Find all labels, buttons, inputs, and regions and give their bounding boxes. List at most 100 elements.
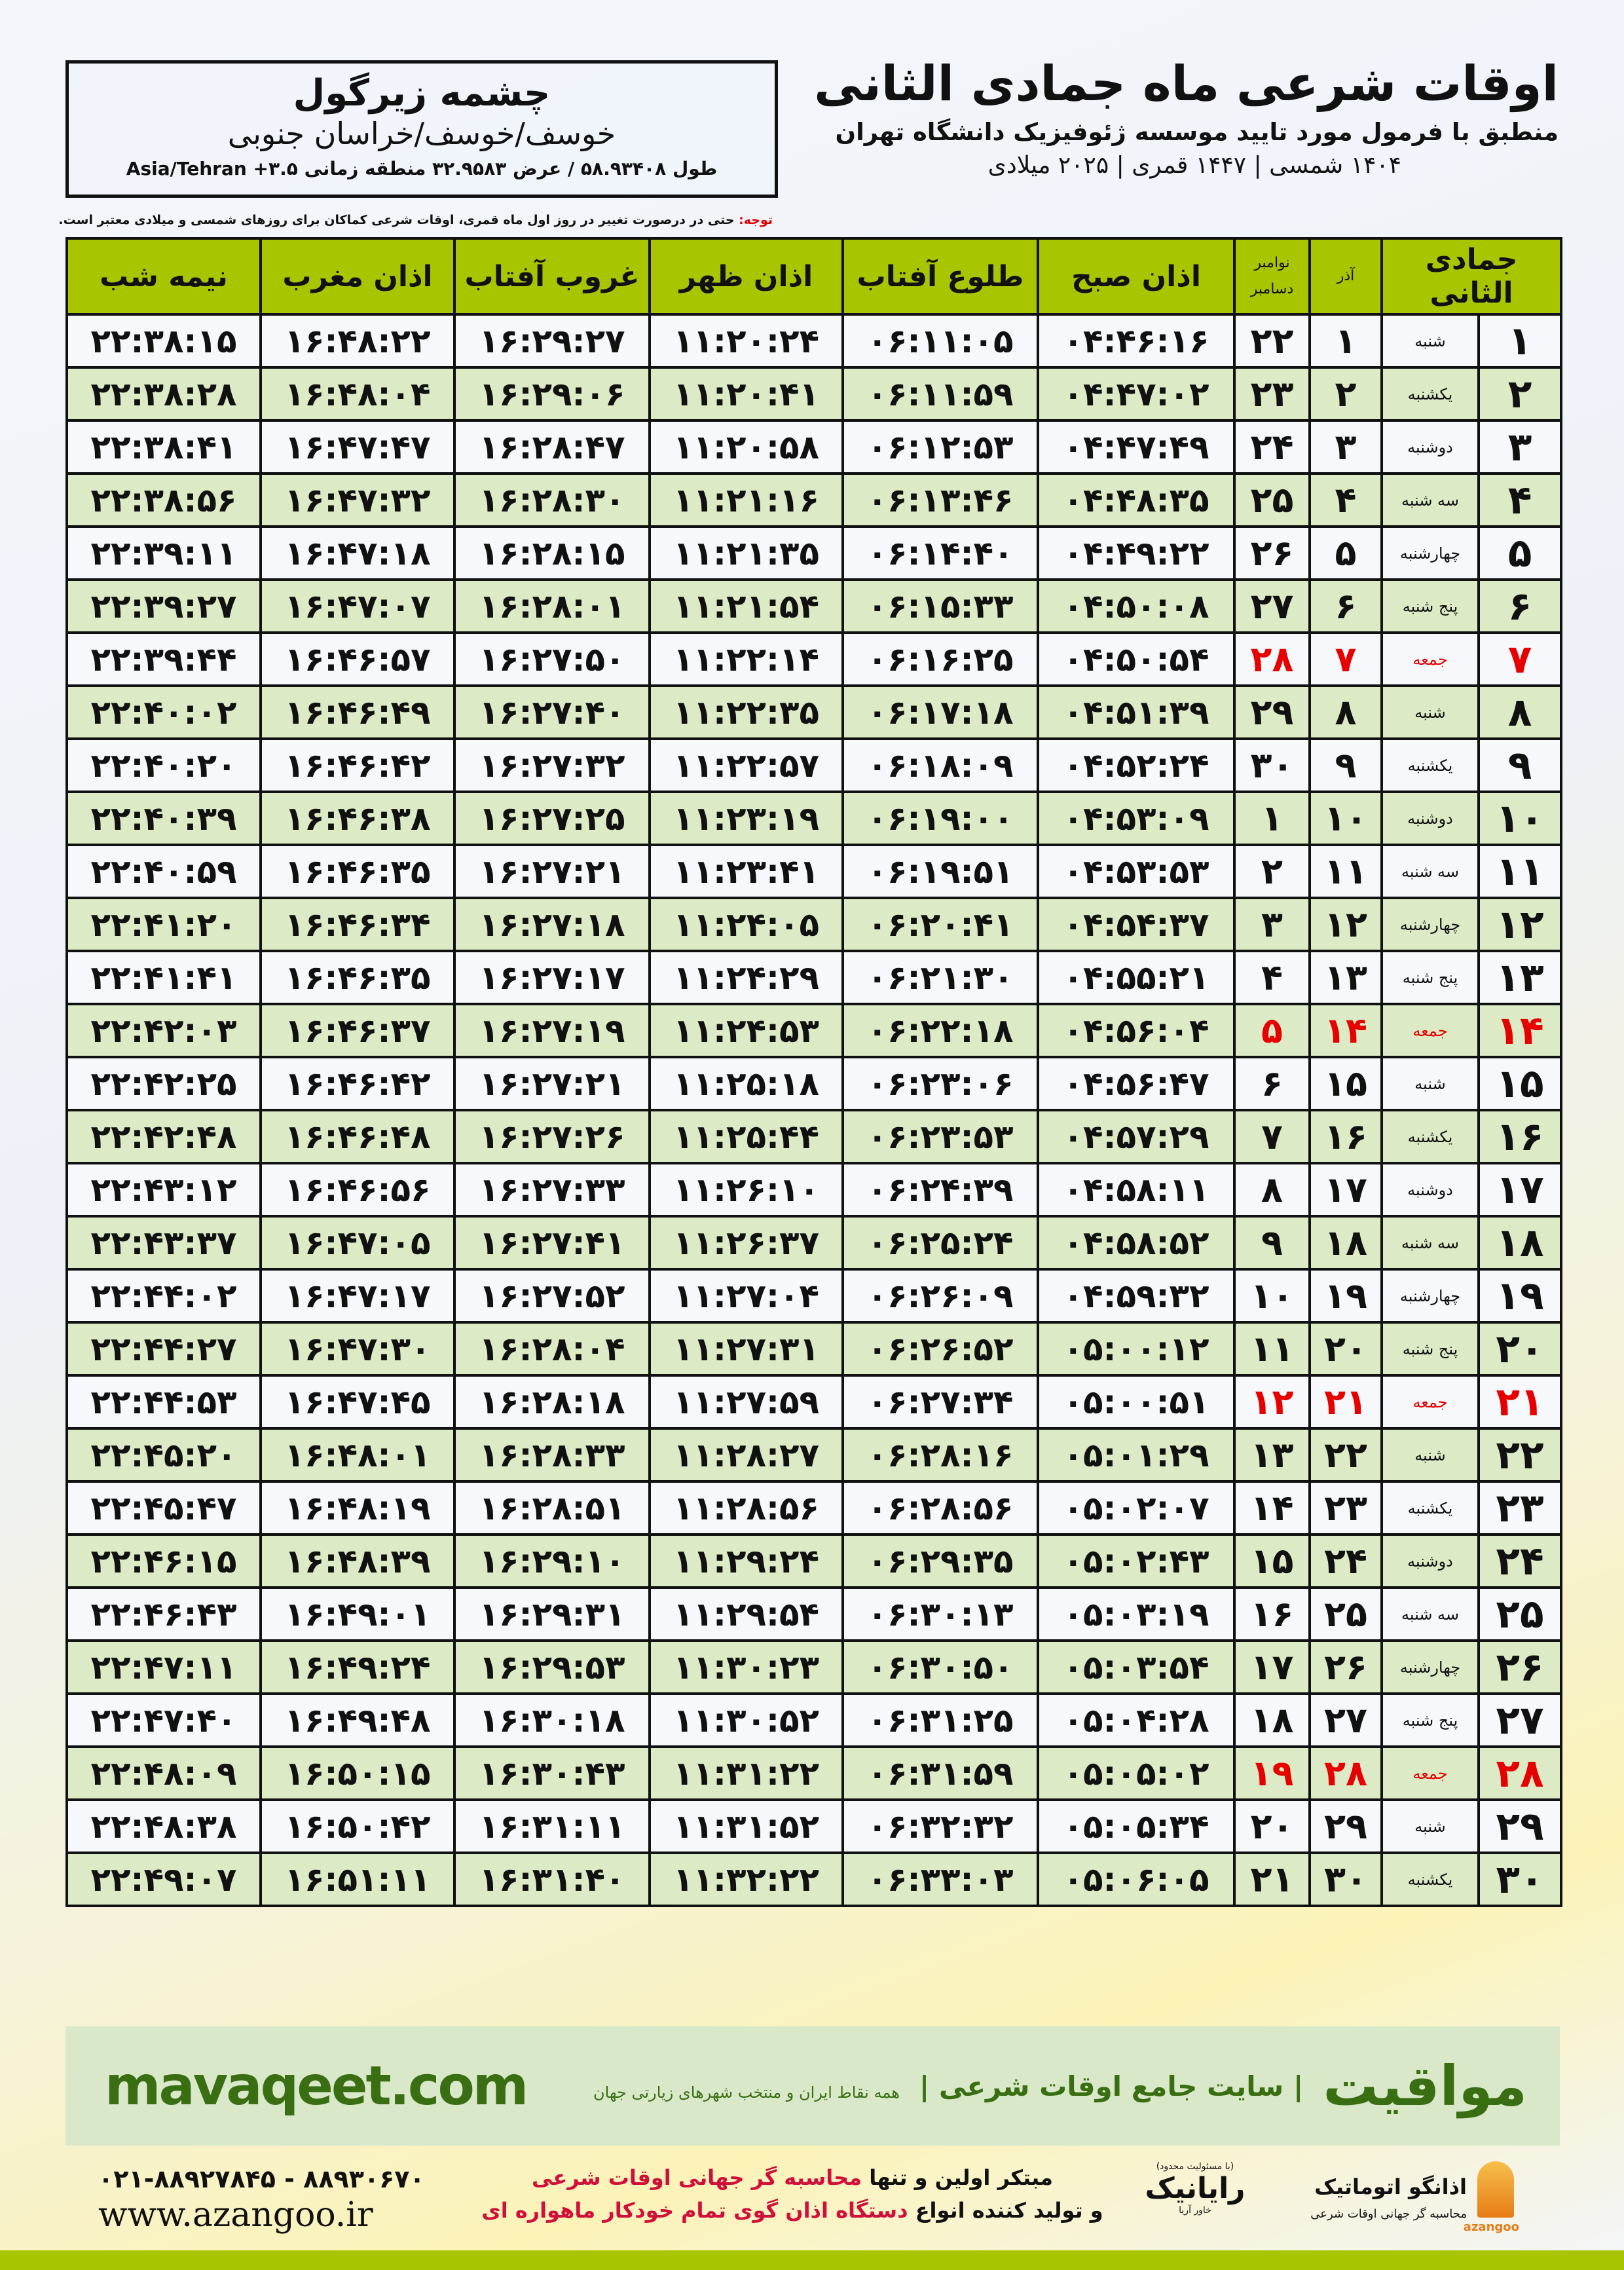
tagline: | سایت جامع اوقات شرعی | — [919, 2070, 1304, 2102]
sunset-cell: ۱۶:۲۸:۱۵ — [453, 525, 651, 581]
azar-day-cell: ۲۴ — [1308, 1533, 1383, 1589]
note-text: حتی در درصورت تغییر در روز اول ماه قمری،… — [58, 213, 739, 227]
hijri-day-cell: ۲۳ — [1477, 1480, 1563, 1536]
sunrise-cell: ۰۶:۲۹:۳۵ — [841, 1533, 1039, 1589]
fajr-cell: ۰۴:۵۵:۲۱ — [1037, 950, 1236, 1005]
weekday-cell: دوشنبه — [1380, 1162, 1481, 1218]
midnight-cell: ۲۲:۴۶:۱۵ — [65, 1533, 262, 1589]
dhuhr-cell: ۱۱:۲۴:۰۵ — [648, 897, 844, 952]
hijri-day-cell: ۱۴ — [1477, 1003, 1563, 1058]
maghrib-cell: ۱۶:۴۶:۳۸ — [259, 791, 456, 846]
dhuhr-cell: ۱۱:۲۴:۵۳ — [648, 1003, 844, 1058]
table-row: ۲۰ پنج شنبه ۲۰ ۱۱ ۰۵:۰۰:۱۲ ۰۶:۲۶:۵۲ ۱۱:۲۷:۳۱ ۱۶… — [65, 1321, 1563, 1377]
coordinates: طول ۵۸.۹۳۴۰۸ / عرض ۳۲.۹۵۸۳ منطقه زمانی ۳… — [126, 158, 718, 179]
dhuhr-cell: ۱۱:۲۳:۴۱ — [648, 844, 844, 899]
azangoo-en: azangoo — [1463, 2220, 1519, 2234]
maghrib-cell: ۱۶:۴۹:۴۸ — [259, 1692, 456, 1748]
gregorian-day-cell: ۳ — [1233, 897, 1311, 952]
hijri-day-cell: ۱۵ — [1477, 1056, 1563, 1111]
sunset-cell: ۱۶:۲۸:۳۰ — [453, 472, 651, 528]
table-row: ۲۲ شنبه ۲۲ ۱۳ ۰۵:۰۱:۲۹ ۰۶:۲۸:۱۶ ۱۱:۲۸:۲۷ ۱۶:۲۸:… — [65, 1427, 1563, 1483]
azar-day-cell: ۱۴ — [1308, 1003, 1383, 1058]
hijri-day-cell: ۱ — [1477, 313, 1563, 369]
table-row: ۲۴ دوشنبه ۲۴ ۱۵ ۰۵:۰۲:۴۳ ۰۶:۲۹:۳۵ ۱۱:۲۹:۲۴ ۱۶:۲… — [65, 1533, 1563, 1589]
azar-day-cell: ۲۷ — [1308, 1692, 1383, 1748]
dhuhr-cell: ۱۱:۲۳:۱۹ — [648, 791, 844, 846]
sunrise-cell: ۰۶:۲۸:۵۶ — [841, 1480, 1039, 1536]
hijri-day-cell: ۱۱ — [1477, 844, 1563, 899]
midnight-cell: ۲۲:۴۳:۳۷ — [65, 1215, 262, 1271]
fajr-cell: ۰۴:۴۸:۳۵ — [1037, 472, 1236, 528]
maghrib-cell: ۱۶:۴۹:۲۴ — [259, 1639, 456, 1695]
gregorian-day-cell: ۱ — [1233, 791, 1311, 846]
sunset-cell: ۱۶:۳۱:۴۰ — [453, 1851, 651, 1907]
col-sunset: غروب آفتاب — [453, 237, 651, 316]
weekday-cell: یکشنبه — [1380, 737, 1481, 793]
header-block: اوقات شرعی ماه جمادی الثانی منطبق با فرم… — [805, 52, 1559, 182]
azar-day-cell: ۳ — [1308, 419, 1383, 475]
col-gregorian: نوامبر دسامبر — [1233, 237, 1311, 316]
table-row: ۲۶ چهارشنبه ۲۶ ۱۷ ۰۵:۰۳:۵۴ ۰۶:۳۰:۵۰ ۱۱:۳۰:۲۳ ۱۶… — [65, 1639, 1563, 1695]
sunrise-cell: ۰۶:۱۹:۰۰ — [841, 791, 1039, 846]
weekday-cell: چهارشنبه — [1380, 1639, 1481, 1695]
maghrib-cell: ۱۶:۴۷:۰۷ — [259, 578, 456, 634]
fajr-cell: ۰۵:۰۲:۴۳ — [1037, 1533, 1236, 1589]
azar-day-cell: ۱۸ — [1308, 1215, 1383, 1271]
gregorian-day-cell: ۱۱ — [1233, 1321, 1311, 1377]
azar-day-cell: ۲۶ — [1308, 1639, 1383, 1695]
table-row: ۶ پنج شنبه ۶ ۲۷ ۰۴:۵۰:۰۸ ۰۶:۱۵:۳۳ ۱۱:۲۱:۵۴ ۱۶:۲… — [65, 578, 1563, 634]
midnight-cell: ۲۲:۴۰:۰۲ — [65, 684, 262, 740]
fajr-cell: ۰۴:۵۸:۱۱ — [1037, 1162, 1236, 1218]
tagline-small: همه نقاط ایران و منتخب شهرهای زیارتی جها… — [593, 2083, 900, 2102]
hijri-day-cell: ۲۰ — [1477, 1321, 1563, 1377]
azangoo-url[interactable]: www.azangoo.ir — [98, 2195, 373, 2235]
sunrise-cell: ۰۶:۳۳:۰۳ — [841, 1851, 1039, 1907]
maghrib-cell: ۱۶:۴۸:۲۲ — [259, 313, 456, 369]
dhuhr-cell: ۱۱:۲۰:۲۴ — [648, 313, 844, 369]
sunrise-cell: ۰۶:۲۴:۳۹ — [841, 1162, 1039, 1218]
sunset-cell: ۱۶:۳۰:۱۸ — [453, 1692, 651, 1748]
gregorian-day-cell: ۱۵ — [1233, 1533, 1311, 1589]
hijri-day-cell: ۱۲ — [1477, 897, 1563, 952]
fajr-cell: ۰۴:۵۴:۳۷ — [1037, 897, 1236, 952]
midnight-cell: ۲۲:۴۰:۵۹ — [65, 844, 262, 899]
table-row: ۳۰ یکشنبه ۳۰ ۲۱ ۰۵:۰۶:۰۵ ۰۶:۳۳:۰۳ ۱۱:۳۲:۲۲ ۱۶:۳… — [65, 1851, 1563, 1907]
rayanik-note: (با مسئولیت محدود) — [1156, 2161, 1234, 2172]
brand-logo: مواقیت — [1323, 2054, 1527, 2118]
table-row: ۱۳ پنج شنبه ۱۳ ۴ ۰۴:۵۵:۲۱ ۰۶:۲۱:۳۰ ۱۱:۲۴:۲۹ ۱۶:… — [65, 950, 1563, 1005]
fajr-cell: ۰۴:۵۳:۰۹ — [1037, 791, 1236, 846]
maghrib-cell: ۱۶:۵۰:۱۵ — [259, 1745, 456, 1801]
azangoo-logo: azangoo اذانگو اتوماتیک محاسبه گر جهانی … — [1297, 2161, 1519, 2234]
azar-day-cell: ۱۵ — [1308, 1056, 1383, 1111]
city-name: چشمه زیرگول — [293, 72, 551, 115]
azar-day-cell: ۶ — [1308, 578, 1383, 634]
weekday-cell: جمعه — [1380, 1374, 1481, 1430]
site-url[interactable]: mavaqeet.com — [105, 2055, 528, 2117]
dhuhr-cell: ۱۱:۲۶:۱۰ — [648, 1162, 844, 1218]
fajr-cell: ۰۴:۴۷:۴۹ — [1037, 419, 1236, 475]
sunset-cell: ۱۶:۲۷:۲۵ — [453, 791, 651, 846]
maghrib-cell: ۱۶:۴۶:۴۹ — [259, 684, 456, 740]
gregorian-day-cell: ۲۸ — [1233, 631, 1311, 687]
azar-day-cell: ۲۵ — [1308, 1586, 1383, 1642]
sunset-cell: ۱۶:۲۷:۴۱ — [453, 1215, 651, 1271]
maghrib-cell: ۱۶:۴۷:۴۷ — [259, 419, 456, 475]
hijri-day-cell: ۱۷ — [1477, 1162, 1563, 1218]
table-header: جمادی الثانی آذر نوامبر دسامبر اذان صبح ط… — [65, 237, 1563, 316]
fajr-cell: ۰۴:۵۹:۳۲ — [1037, 1268, 1236, 1324]
hijri-day-cell: ۲۲ — [1477, 1427, 1563, 1483]
dhuhr-cell: ۱۱:۲۲:۳۵ — [648, 684, 844, 740]
weekday-cell: شنبه — [1380, 1798, 1481, 1854]
table-row: ۱۱ سه شنبه ۱۱ ۲ ۰۴:۵۳:۵۳ ۰۶:۱۹:۵۱ ۱۱:۲۳:۴۱ ۱۶:۲… — [65, 844, 1563, 899]
maghrib-cell: ۱۶:۴۷:۳۰ — [259, 1321, 456, 1377]
gregorian-day-cell: ۶ — [1233, 1056, 1311, 1111]
gregorian-day-cell: ۲۰ — [1233, 1798, 1311, 1854]
azar-day-cell: ۲۱ — [1308, 1374, 1383, 1430]
table-row: ۱۵ شنبه ۱۵ ۶ ۰۴:۵۶:۴۷ ۰۶:۲۳:۰۶ ۱۱:۲۵:۱۸ ۱۶:۲۷:۲… — [65, 1056, 1563, 1111]
weekday-cell: یکشنبه — [1380, 1109, 1481, 1164]
midnight-cell: ۲۲:۴۴:۵۳ — [65, 1374, 262, 1430]
sunrise-cell: ۰۶:۲۷:۳۴ — [841, 1374, 1039, 1430]
sunset-cell: ۱۶:۲۷:۲۶ — [453, 1109, 651, 1164]
sunrise-cell: ۰۶:۳۰:۵۰ — [841, 1639, 1039, 1695]
midnight-cell: ۲۲:۳۸:۲۸ — [65, 366, 262, 422]
